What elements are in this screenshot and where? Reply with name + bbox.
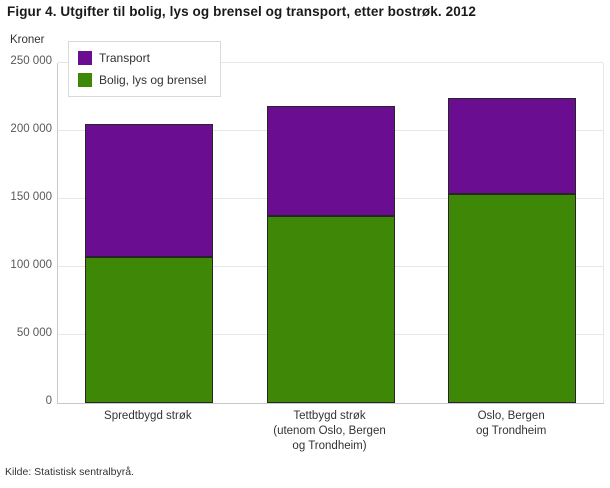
legend-item-transport[interactable]: Transport <box>78 51 206 65</box>
legend-label: Bolig, lys og brensel <box>99 73 207 87</box>
y-tick-label: 150 000 <box>10 191 52 203</box>
bar-segment-bolig-lys-og-brensel <box>266 216 395 403</box>
plot-area <box>57 62 604 404</box>
bar-segment-bolig-lys-og-brensel <box>84 256 213 403</box>
legend-swatch-icon <box>78 73 92 87</box>
legend-item-bolig-lys-og-brensel[interactable]: Bolig, lys og brensel <box>78 73 206 87</box>
y-axis-unit-label: Kroner <box>10 34 45 46</box>
legend-swatch-icon <box>78 51 92 65</box>
y-tick-label: 0 <box>45 395 52 407</box>
bar-segment-transport <box>84 124 213 257</box>
legend: Transport Bolig, lys og brensel <box>68 41 222 97</box>
bar-segment-bolig-lys-og-brensel <box>448 193 577 403</box>
y-tick-label: 200 000 <box>10 123 52 135</box>
legend-label: Transport <box>99 51 150 65</box>
chart-title: Figur 4. Utgifter til bolig, lys og bren… <box>7 4 477 19</box>
source-label: Kilde: Statistisk sentralbyrå. <box>5 466 134 478</box>
x-category-label: Spredtbygd strøk <box>104 410 192 422</box>
y-tick-label: 50 000 <box>16 327 52 339</box>
bar-segment-transport <box>266 105 395 216</box>
y-tick-label: 100 000 <box>10 259 52 271</box>
gridline <box>58 62 603 63</box>
y-tick-label: 250 000 <box>10 55 52 67</box>
x-category-label: Oslo, Bergen og Trondheim <box>475 410 547 437</box>
bar-segment-transport <box>448 98 577 194</box>
x-category-label: Tettbygd strøk (utenom Oslo, Bergen og T… <box>273 410 386 452</box>
